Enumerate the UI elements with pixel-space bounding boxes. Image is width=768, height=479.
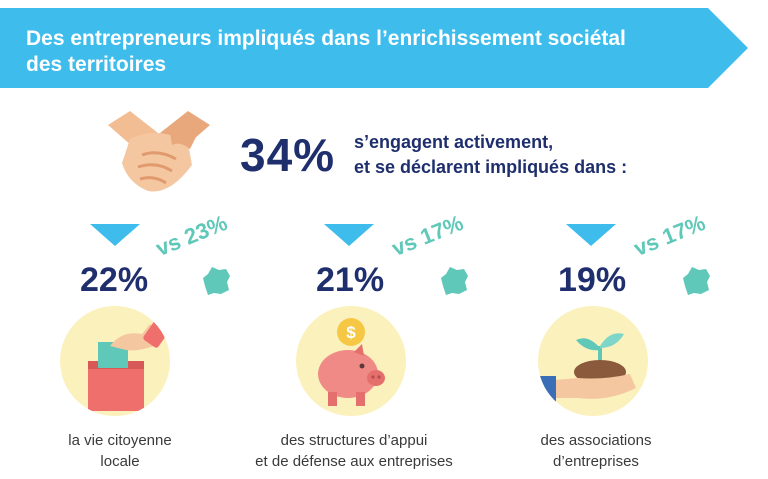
france-map-icon [441, 267, 468, 295]
stat-comparison: vs 17% [630, 209, 709, 262]
france-map-icon [203, 267, 230, 295]
stat-label: des associations d’entreprises [540, 432, 652, 470]
stat-percent: 22% [80, 261, 149, 299]
stat-card-local-civic: 22% vs 23% la vie citoyenne locale [0, 210, 240, 474]
stat-label: des structures d’appui et de défense aux… [255, 432, 453, 470]
handshake-icon [100, 103, 218, 204]
stat-comparison: vs 17% [388, 209, 467, 262]
stat-label: la vie citoyenne locale [68, 432, 172, 470]
headline-text: s’engagent activement, et se déclarent i… [354, 130, 627, 180]
down-triangle-icon [324, 224, 374, 246]
banner-arrow-shape [0, 8, 748, 88]
ballot-box-icon [60, 306, 170, 416]
stat-comparison: vs 23% [152, 209, 231, 262]
title-banner: Des entrepreneurs impliqués dans l’enric… [0, 8, 750, 88]
plant-in-hand-icon [538, 306, 648, 416]
headline-line-1: s’engagent activement, [354, 132, 554, 152]
piggy-bank-icon: $ [296, 306, 406, 416]
stat-percent: 21% [316, 261, 385, 299]
page-title: Des entrepreneurs impliqués dans l’enric… [26, 27, 626, 76]
stat-card-business-associations: 19% vs 17% des associations d’entreprise… [476, 210, 716, 474]
headline-line-2: et se déclarent impliqués dans : [354, 157, 628, 177]
down-triangle-icon [90, 224, 140, 246]
stat-percent: 19% [558, 261, 627, 299]
headline-percent: 34% [240, 129, 336, 181]
down-triangle-icon [566, 224, 616, 246]
france-map-icon [683, 267, 710, 295]
svg-text:$: $ [346, 323, 356, 342]
stat-card-business-support: 21% vs 17% $ des structures d’appui et d… [234, 210, 474, 474]
